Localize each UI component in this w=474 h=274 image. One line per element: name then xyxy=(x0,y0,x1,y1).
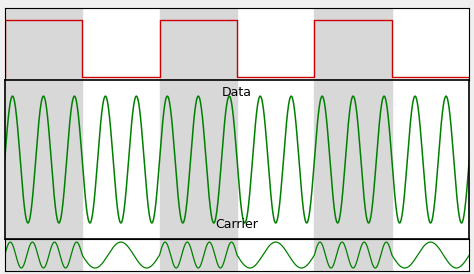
Bar xyxy=(5,8,82,80)
Bar xyxy=(314,80,392,239)
Text: Data: Data xyxy=(222,86,252,99)
Bar xyxy=(160,8,237,80)
Bar xyxy=(314,239,392,271)
Bar xyxy=(5,239,82,271)
Text: Carrier: Carrier xyxy=(216,218,258,231)
Bar xyxy=(160,239,237,271)
Bar xyxy=(160,80,237,239)
Bar xyxy=(5,80,82,239)
Bar xyxy=(314,8,392,80)
